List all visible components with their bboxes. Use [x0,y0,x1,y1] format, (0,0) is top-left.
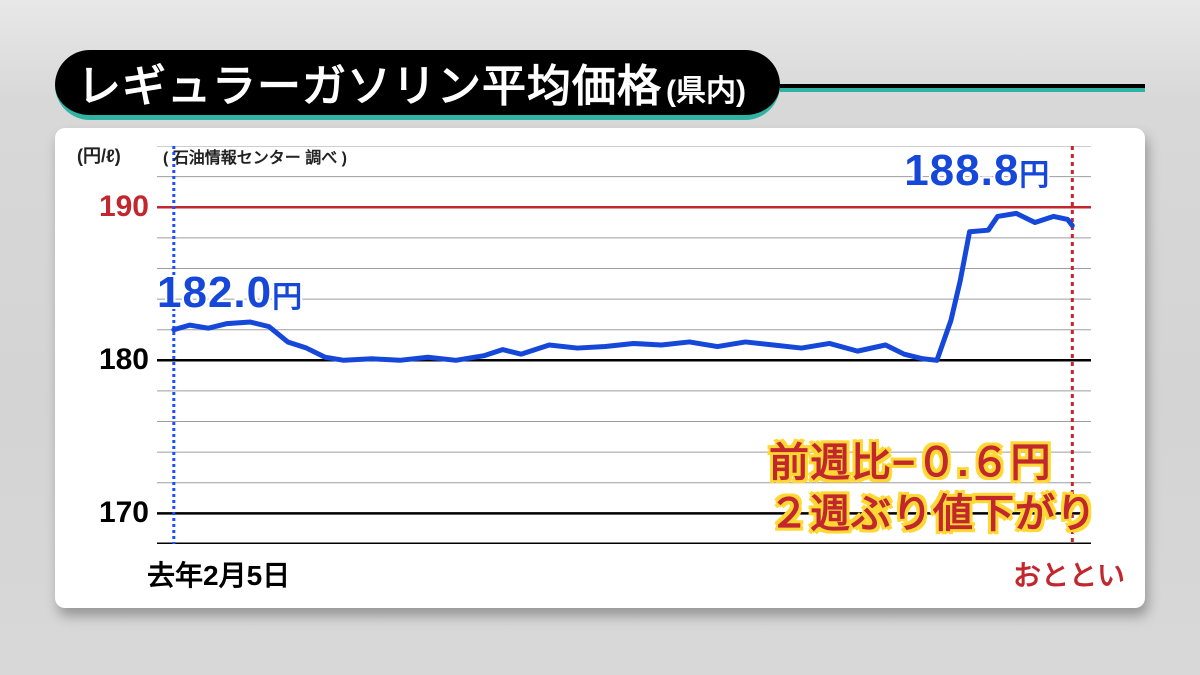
callout-start-value: 182.0 [157,268,272,317]
chart-card: (円/ℓ) ( 石油情報センター 調べ ) 170 180 190 182.0円… [55,128,1145,608]
price-line [174,213,1073,360]
x-start-label: 去年2月5日 [147,554,290,594]
title-rule [780,84,1145,92]
y-tick-180: 180 [99,343,149,377]
delta-line2: ２週ぶり値下がり [769,489,1097,540]
callout-start: 182.0円 [157,268,303,318]
title-sub: (県内) [666,66,746,110]
title-bar: レギュラーガソリン平均価格 (県内) [55,50,1145,120]
delta-annotation: 前週比−０.６円 ２週ぶり値下がり [769,438,1097,540]
y-tick-170: 170 [99,496,149,530]
callout-end-unit: 円 [1019,159,1050,192]
callout-end: 188.8円 [904,146,1050,196]
x-end-label: おととい [1013,554,1125,594]
chart-stage: レギュラーガソリン平均価格 (県内) (円/ℓ) ( 石油情報センター 調べ )… [55,50,1145,651]
data-source: ( 石油情報センター 調べ ) [163,144,347,168]
title-pill: レギュラーガソリン平均価格 (県内) [55,50,780,120]
title-main: レギュラーガソリン平均価格 [77,50,662,114]
callout-start-unit: 円 [272,281,303,314]
delta-line1: 前週比−０.６円 [769,438,1097,489]
callout-end-value: 188.8 [904,146,1019,195]
y-axis-unit: (円/ℓ) [77,142,121,168]
y-tick-190: 190 [99,190,149,224]
